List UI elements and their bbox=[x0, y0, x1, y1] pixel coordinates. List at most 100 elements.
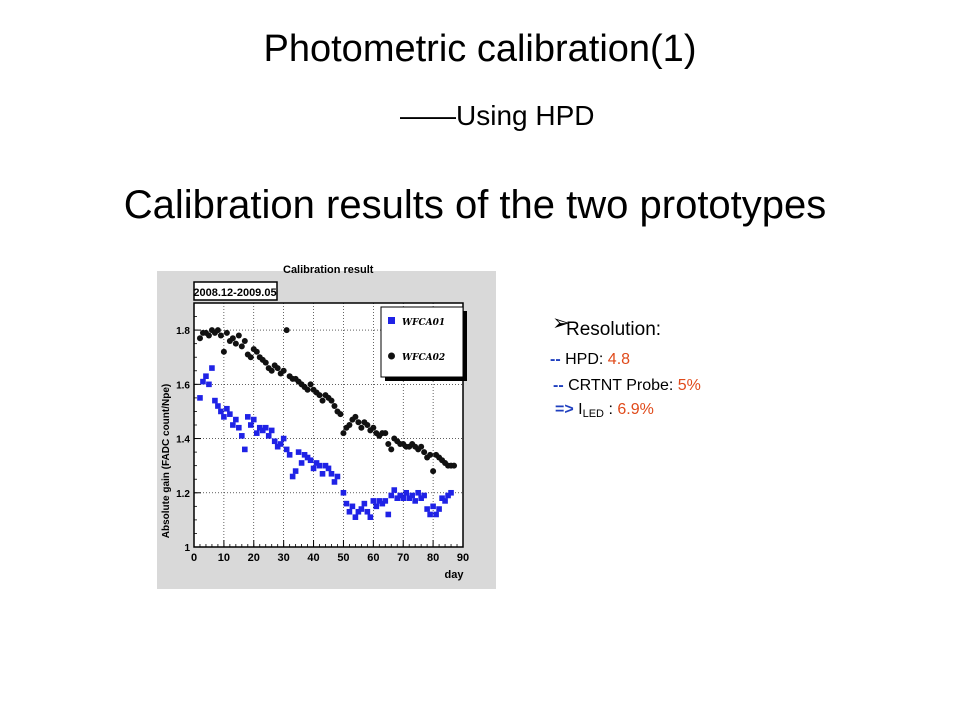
crtnt-label: CRTNT Probe: bbox=[568, 377, 674, 394]
date-range-box bbox=[193, 281, 278, 301]
data-point-wfca01 bbox=[418, 495, 424, 501]
data-point-wfca02 bbox=[418, 443, 425, 450]
data-point-wfca01 bbox=[445, 492, 451, 499]
chart-legend: WFCA01 WFCA02 bbox=[380, 306, 467, 381]
data-point-wfca01 bbox=[334, 473, 341, 480]
y-tick-label: 1.6 bbox=[176, 380, 190, 391]
data-point-wfca01 bbox=[361, 500, 368, 507]
calibration-chart: 0 10 20 30 40 50 60 70 80 90 1 1.2 1.4 1.6 1.8 2008.12… bbox=[157, 271, 496, 589]
data-point-wfca01 bbox=[322, 462, 329, 469]
data-point-wfca01 bbox=[400, 495, 407, 501]
data-point-wfca01 bbox=[325, 465, 332, 472]
legend-marker-wfca02 bbox=[388, 352, 395, 360]
data-point-wfca01 bbox=[298, 460, 305, 466]
data-point-wfca01 bbox=[212, 397, 218, 404]
data-point-wfca01 bbox=[262, 424, 269, 431]
data-point-wfca01 bbox=[355, 508, 362, 515]
axis-layer: 0 10 20 30 40 50 60 70 80 90 1 1.2 1.4 1.6 1.8 bbox=[176, 302, 469, 564]
data-point-wfca01 bbox=[328, 471, 335, 477]
data-point-wfca01 bbox=[382, 498, 389, 504]
x-tick-label: 20 bbox=[248, 552, 260, 564]
data-point-wfca01 bbox=[364, 508, 371, 515]
data-point-wfca01 bbox=[403, 489, 410, 496]
data-point-wfca01 bbox=[227, 411, 233, 417]
data-point-wfca01 bbox=[271, 438, 278, 445]
data-point-wfca01 bbox=[379, 500, 386, 507]
data-point-wfca01 bbox=[233, 416, 239, 423]
legend-marker-wfca01 bbox=[388, 317, 395, 324]
data-point-wfca01 bbox=[265, 433, 272, 439]
y-tick-label: 1.2 bbox=[176, 489, 190, 500]
x-tick-label: 0 bbox=[191, 552, 197, 564]
data-point-wfca01 bbox=[406, 495, 412, 501]
led-line: => ILED : 6.9% bbox=[555, 402, 654, 420]
data-point-wfca02 bbox=[304, 386, 311, 393]
data-point-wfca02 bbox=[268, 367, 275, 374]
led-prefix: => bbox=[555, 401, 574, 418]
data-point-wfca02 bbox=[214, 327, 221, 334]
data-point-wfca02 bbox=[346, 422, 353, 428]
data-point-wfca01 bbox=[280, 435, 287, 442]
x-axis-label: day bbox=[445, 569, 465, 581]
led-subscript: LED bbox=[582, 408, 604, 420]
data-point-wfca01 bbox=[247, 422, 254, 428]
y-tick-label: 1.8 bbox=[176, 326, 190, 337]
data-point-wfca01 bbox=[430, 503, 436, 510]
data-point-wfca01 bbox=[343, 500, 350, 507]
led-main: I bbox=[578, 401, 583, 418]
data-point-wfca01 bbox=[331, 479, 338, 485]
data-point-wfca01 bbox=[370, 498, 377, 504]
data-point-wfca01 bbox=[415, 489, 421, 496]
data-point-wfca01 bbox=[373, 503, 380, 510]
data-point-wfca01 bbox=[218, 408, 224, 415]
data-point-wfca02 bbox=[355, 419, 362, 426]
slide-title: Photometric calibration(1) bbox=[263, 28, 697, 70]
x-tick-label: 70 bbox=[397, 552, 409, 564]
calibration-chart-svg: 0 10 20 30 40 50 60 70 80 90 1 1.2 1.4 1.6 1.8 2008.12… bbox=[157, 271, 496, 589]
data-point-wfca01 bbox=[304, 454, 311, 461]
data-point-wfca02 bbox=[241, 337, 248, 344]
legend-label-wfca02: WFCA02 bbox=[402, 353, 445, 363]
data-point-wfca02 bbox=[232, 340, 239, 347]
data-point-wfca01 bbox=[376, 498, 383, 504]
section-heading: Calibration results of the two prototype… bbox=[123, 183, 827, 227]
data-point-wfca01 bbox=[391, 487, 398, 493]
data-point-wfca02 bbox=[262, 359, 269, 366]
x-tick-label: 30 bbox=[278, 552, 290, 564]
data-point-wfca01 bbox=[292, 468, 299, 474]
data-point-wfca02 bbox=[307, 381, 314, 388]
data-point-wfca01 bbox=[295, 449, 302, 455]
x-tick-label: 90 bbox=[457, 552, 469, 564]
data-point-wfca01 bbox=[209, 365, 215, 371]
data-point-wfca01 bbox=[424, 506, 430, 512]
chart-caption: Calibration result bbox=[283, 264, 374, 276]
hpd-label: HPD: bbox=[565, 351, 604, 368]
data-point-wfca01 bbox=[256, 424, 263, 431]
data-point-wfca01 bbox=[409, 492, 415, 499]
data-point-wfca02 bbox=[274, 365, 281, 372]
data-point-wfca02 bbox=[247, 354, 254, 361]
data-point-wfca02 bbox=[229, 335, 236, 342]
data-point-wfca02 bbox=[316, 392, 323, 399]
data-point-wfca02 bbox=[283, 327, 290, 334]
data-point-wfca02 bbox=[352, 413, 359, 420]
led-value: 6.9% bbox=[617, 401, 654, 418]
date-range-label: 2008.12-2009.05 bbox=[193, 287, 276, 299]
data-point-wfca01 bbox=[289, 473, 296, 480]
hpd-prefix: -- bbox=[550, 351, 561, 368]
data-point-wfca02 bbox=[337, 411, 344, 418]
data-point-wfca02 bbox=[328, 397, 335, 404]
data-point-wfca01 bbox=[349, 503, 356, 510]
data-point-wfca01 bbox=[397, 492, 404, 499]
data-point-wfca01 bbox=[268, 427, 275, 434]
data-point-wfca01 bbox=[239, 433, 245, 439]
data-point-wfca01 bbox=[394, 495, 401, 501]
data-point-wfca01 bbox=[319, 471, 326, 477]
data-point-wfca02 bbox=[364, 422, 371, 428]
x-tick-label: 40 bbox=[307, 552, 319, 564]
y-axis-label: Absolute gain (FADC count/Npe) bbox=[161, 384, 172, 538]
bullet-arrow-icon: ➢ bbox=[552, 310, 571, 335]
data-point-wfca02 bbox=[385, 440, 392, 447]
data-point-wfca01 bbox=[316, 462, 323, 469]
x-tick-label: 50 bbox=[337, 552, 349, 564]
